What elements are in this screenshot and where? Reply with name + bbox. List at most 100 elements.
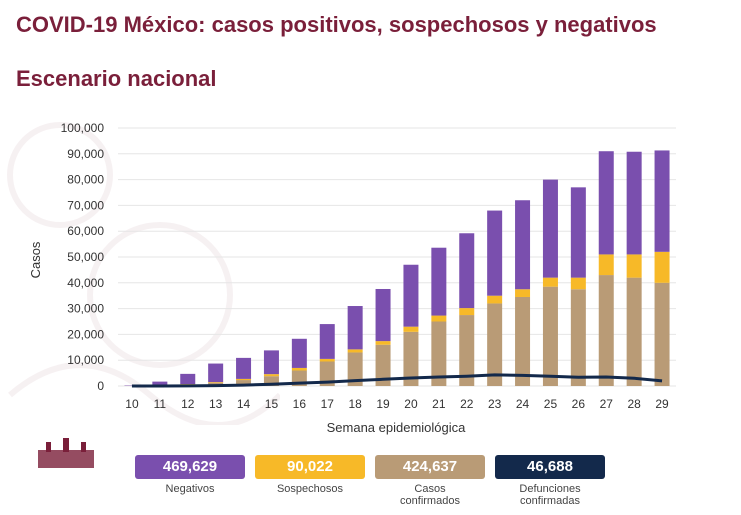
bar-segment-negativos xyxy=(180,373,196,385)
x-tick-label: 14 xyxy=(237,397,251,411)
gridlines xyxy=(118,127,676,387)
bar-segment-sospechosos xyxy=(487,295,503,304)
x-tick-label: 13 xyxy=(209,397,223,411)
deaths-line xyxy=(131,373,663,388)
bar-segment-sospechosos xyxy=(598,254,614,276)
bar-segment-sospechosos xyxy=(208,382,224,383)
bar-segment-casos-confirmados xyxy=(263,376,279,386)
x-axis-label: Semana epidemiológica xyxy=(327,420,467,435)
legend-item-negativos: 469,629 Negativos xyxy=(135,455,245,495)
bar-segment-negativos xyxy=(208,363,224,383)
x-tick-label: 16 xyxy=(293,397,307,411)
legend-label-sospechosos: Sospechosos xyxy=(276,483,344,495)
legend-label-defunciones: Defunciones confirmadas xyxy=(519,483,581,507)
bar-segment-negativos xyxy=(542,179,558,278)
legend-label-confirmados: Casos confirmados xyxy=(400,483,460,507)
bar-segment-casos-confirmados xyxy=(403,331,419,386)
bar-segment-negativos xyxy=(459,233,475,309)
x-tick-label: 25 xyxy=(544,397,558,411)
legend-value-confirmados: 424,637 xyxy=(375,455,485,479)
bar-segment-sospechosos xyxy=(375,341,391,345)
bar-segment-sospechosos xyxy=(431,315,447,322)
bar-segment-negativos xyxy=(431,247,447,316)
chart-title: COVID-19 México: casos positivos, sospec… xyxy=(16,12,657,37)
x-tick-label: 26 xyxy=(572,397,586,411)
bar-segment-sospechosos xyxy=(403,326,419,332)
x-tick-label: 19 xyxy=(376,397,390,411)
chart-subtitle: Escenario nacional xyxy=(16,66,217,91)
bar-segment-negativos xyxy=(654,150,670,252)
bar-segment-casos-confirmados xyxy=(487,303,503,386)
x-tick-label: 21 xyxy=(432,397,446,411)
y-tick-label: 100,000 xyxy=(61,121,105,135)
bar-segment-sospechosos xyxy=(291,367,307,371)
bar-segment-negativos xyxy=(291,338,307,368)
bar-segment-sospechosos xyxy=(542,277,558,287)
x-tick-label: 22 xyxy=(460,397,474,411)
y-tick-label: 60,000 xyxy=(67,224,104,238)
bar-segment-sospechosos xyxy=(626,254,642,278)
legend-value-sospechosos: 90,022 xyxy=(255,455,365,479)
bar-segment-sospechosos xyxy=(236,378,252,381)
bar-segment-negativos xyxy=(236,357,252,379)
bar-segment-sospechosos xyxy=(459,308,475,316)
bar-segment-casos-confirmados xyxy=(347,352,363,386)
bar-segment-sospechosos xyxy=(319,358,335,362)
legend: 469,629 Negativos 90,022 Sospechosos 424… xyxy=(0,455,741,515)
x-tick-label: 15 xyxy=(265,397,279,411)
bar-segment-negativos xyxy=(263,350,279,375)
y-tick-label: 10,000 xyxy=(67,353,104,367)
bar-segment-casos-confirmados xyxy=(431,321,447,386)
y-axis-ticks: 0 10,000 20,000 30,000 40,000 50,000 60,000 70,… xyxy=(61,121,105,393)
bar-segment-casos-confirmados xyxy=(515,296,531,386)
bar-segment-negativos xyxy=(152,381,168,386)
y-tick-label: 80,000 xyxy=(67,173,104,187)
y-tick-label: 50,000 xyxy=(67,250,104,264)
bar-segment-negativos xyxy=(626,151,642,255)
bars xyxy=(124,150,670,386)
x-tick-label: 20 xyxy=(404,397,418,411)
bar-segment-negativos xyxy=(487,210,503,296)
y-tick-label: 20,000 xyxy=(67,327,104,341)
y-tick-label: 70,000 xyxy=(67,198,104,212)
bar-segment-casos-confirmados xyxy=(236,380,252,386)
bar-segment-casos-confirmados xyxy=(654,282,670,386)
x-tick-label: 17 xyxy=(321,397,335,411)
bar-segment-casos-confirmados xyxy=(375,344,391,386)
bar-segment-sospechosos xyxy=(263,374,279,377)
legend-label-negativos: Negativos xyxy=(165,483,215,495)
bar-segment-casos-confirmados xyxy=(626,277,642,386)
bar-segment-casos-confirmados xyxy=(459,315,475,386)
bar-segment-sospechosos xyxy=(654,251,670,283)
deaths-line-group xyxy=(131,373,663,388)
x-tick-label: 27 xyxy=(600,397,614,411)
legend-value-negativos: 469,629 xyxy=(135,455,245,479)
bar-segment-negativos xyxy=(570,187,586,278)
bar-segment-negativos xyxy=(598,151,614,255)
bar-segment-sospechosos xyxy=(570,277,586,290)
bar-segment-negativos xyxy=(347,306,363,350)
x-tick-label: 11 xyxy=(154,397,167,411)
y-tick-label: 40,000 xyxy=(67,276,104,290)
y-tick-label: 90,000 xyxy=(67,147,104,161)
x-tick-label: 12 xyxy=(181,397,195,411)
x-tick-label: 10 xyxy=(125,397,139,411)
y-tick-label: 0 xyxy=(97,379,104,393)
x-axis-ticks: 10 11 12 13 14 15 16 17 18 19 20 21 22 23 24 25 26 27 28 29 xyxy=(125,397,669,411)
y-tick-label: 30,000 xyxy=(67,302,104,316)
legend-value-defunciones: 46,688 xyxy=(495,455,605,479)
bar-segment-sospechosos xyxy=(515,289,531,297)
bar-segment-casos-confirmados xyxy=(570,289,586,386)
bar-segment-casos-confirmados xyxy=(598,275,614,386)
bar-segment-negativos xyxy=(515,200,531,290)
legend-item-sospechosos: 90,022 Sospechosos xyxy=(255,455,365,495)
bar-segment-casos-confirmados xyxy=(542,286,558,386)
bar-segment-sospechosos xyxy=(347,349,363,353)
x-tick-label: 28 xyxy=(627,397,641,411)
bar-segment-negativos xyxy=(319,324,335,359)
x-tick-label: 18 xyxy=(348,397,362,411)
government-logo-icon xyxy=(38,438,94,468)
bar-segment-casos-confirmados xyxy=(319,361,335,386)
y-axis-label: Casos xyxy=(28,241,43,278)
x-tick-label: 23 xyxy=(488,397,502,411)
